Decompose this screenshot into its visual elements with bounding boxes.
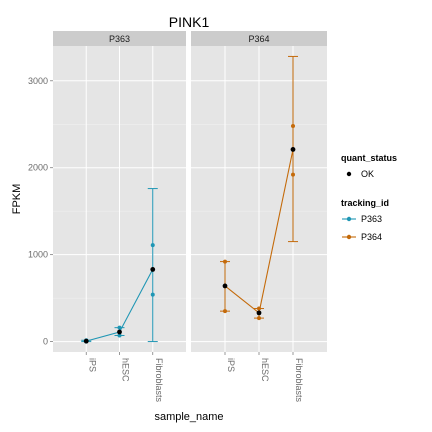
facet-strip-label: P364 — [248, 34, 269, 44]
data-point — [222, 283, 228, 289]
data-point — [117, 329, 122, 335]
legend-label-p364: P364 — [361, 232, 382, 242]
y-axis: 0 1000 2000 3000 — [28, 76, 53, 347]
error-bar-marker — [150, 292, 155, 297]
x-tick-label: iPS — [226, 358, 236, 372]
x-tick-label: hESC — [121, 358, 131, 382]
facet-panel-p363: P363 iPS hESC Fibroblasts — [53, 31, 186, 403]
legend-title-tracking-id: tracking_id — [341, 198, 389, 208]
x-axis-title: sample_name — [154, 411, 223, 423]
y-tick-label: 0 — [43, 337, 48, 347]
error-bar-marker — [150, 243, 155, 248]
x-tick-label: iPS — [87, 358, 97, 372]
x-tick-label: hESC — [260, 358, 270, 382]
legend-key-p364-point — [346, 234, 352, 240]
data-point — [256, 310, 262, 316]
data-point — [150, 267, 156, 272]
error-bar-marker — [117, 333, 122, 338]
facet-strip-label: P363 — [109, 34, 130, 44]
y-tick-label: 1000 — [28, 250, 48, 260]
error-bar-marker — [223, 259, 227, 264]
error-bar-marker — [257, 306, 261, 311]
y-axis-title: FPKM — [11, 184, 23, 215]
data-point — [83, 338, 89, 344]
facet-panel-p364: P364 iPS hESC Fibroblasts — [191, 31, 327, 403]
error-bar-marker — [257, 316, 261, 321]
facet-strip — [53, 31, 186, 46]
chart-title: PINK1 — [169, 14, 210, 30]
legend: quant_status OK tracking_id P363 P364 — [341, 153, 397, 242]
legend-title-quant-status: quant_status — [341, 153, 397, 163]
legend-key-p363-point — [346, 216, 352, 222]
error-bar-marker — [117, 325, 122, 330]
y-tick-label: 3000 — [28, 76, 48, 86]
x-tick-label: Fibroblasts — [294, 358, 304, 403]
legend-key-ok-point — [346, 171, 352, 177]
legend-label-p363: P363 — [361, 214, 382, 224]
error-bar-marker — [291, 172, 295, 177]
y-tick-label: 2000 — [28, 163, 48, 173]
error-bar-marker — [291, 123, 295, 128]
error-bar-marker — [223, 309, 227, 314]
x-tick-label: Fibroblasts — [154, 358, 164, 403]
facet-strip — [191, 31, 327, 46]
data-point — [290, 147, 296, 152]
legend-label-ok: OK — [361, 169, 374, 179]
